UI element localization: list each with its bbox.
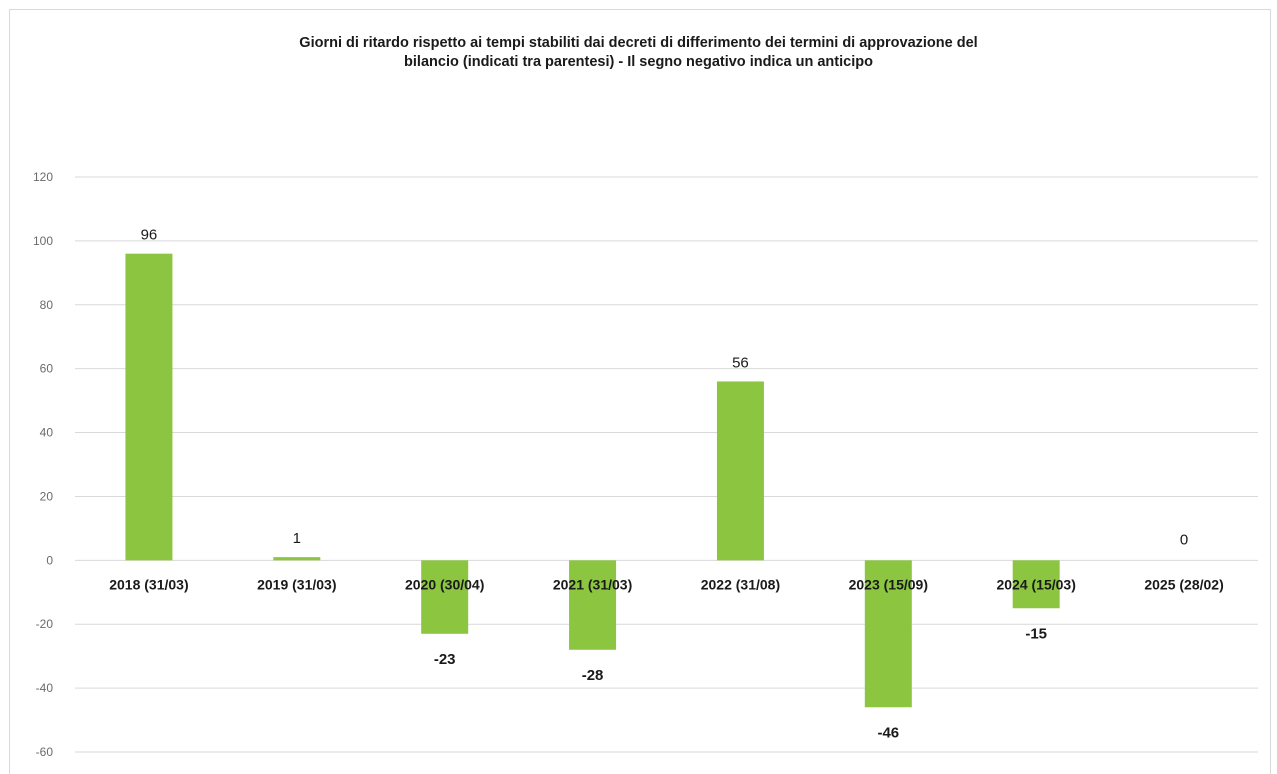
bar [864,560,912,708]
x-category-label: 2025 (28/02) [1144,576,1223,592]
y-tick-label: 60 [40,362,54,376]
data-label: 56 [732,354,749,371]
bar [273,557,321,561]
data-label: -23 [434,651,456,668]
bar [125,253,173,561]
bar [716,381,764,561]
x-category-label: 2021 (31/03) [553,576,632,592]
data-label: 1 [293,530,301,547]
data-label: -46 [877,724,899,741]
data-label: -15 [1025,625,1047,642]
x-category-label: 2018 (31/03) [109,576,188,592]
x-category-label: 2024 (15/03) [996,576,1075,592]
bars [125,253,1060,708]
bar [569,560,617,650]
y-tick-label: 100 [33,234,53,248]
y-tick-label: 40 [40,426,54,440]
data-label: 96 [141,227,158,244]
x-category-label: 2020 (30/04) [405,576,484,592]
x-category-label: 2023 (15/09) [849,576,928,592]
y-tick-label: 0 [46,553,53,567]
bar [1012,560,1060,609]
chart-title-line-2: bilancio (indicati tra parentesi) - Il s… [404,54,873,70]
data-label: 0 [1180,531,1188,548]
x-axis-categories: 2018 (31/03) 2019 (31/03) 2020 (30/04) 2021… [109,576,1224,592]
y-axis-ticks: 120 100 80 60 40 20 0 -20 -40 -60 [33,170,53,759]
chart-title: Giorni di ritardo rispetto ai tempi stab… [0,34,1277,72]
data-labels: 96 1 -23 -28 56 -46 -15 0 [141,227,1189,742]
x-category-label: 2022 (31/08) [701,576,780,592]
y-tick-label: 20 [40,489,54,503]
y-tick-label: 80 [40,298,54,312]
bar [421,560,469,634]
y-tick-label: -20 [36,617,54,631]
x-category-label: 2019 (31/03) [257,576,336,592]
data-label: -28 [582,667,604,684]
chart-title-line-1: Giorni di ritardo rispetto ai tempi stab… [299,35,978,51]
y-tick-label: -40 [36,681,54,695]
gridlines [75,176,1258,753]
y-tick-label: -60 [36,745,54,759]
y-tick-label: 120 [33,170,53,184]
chart-frame [9,9,1271,774]
